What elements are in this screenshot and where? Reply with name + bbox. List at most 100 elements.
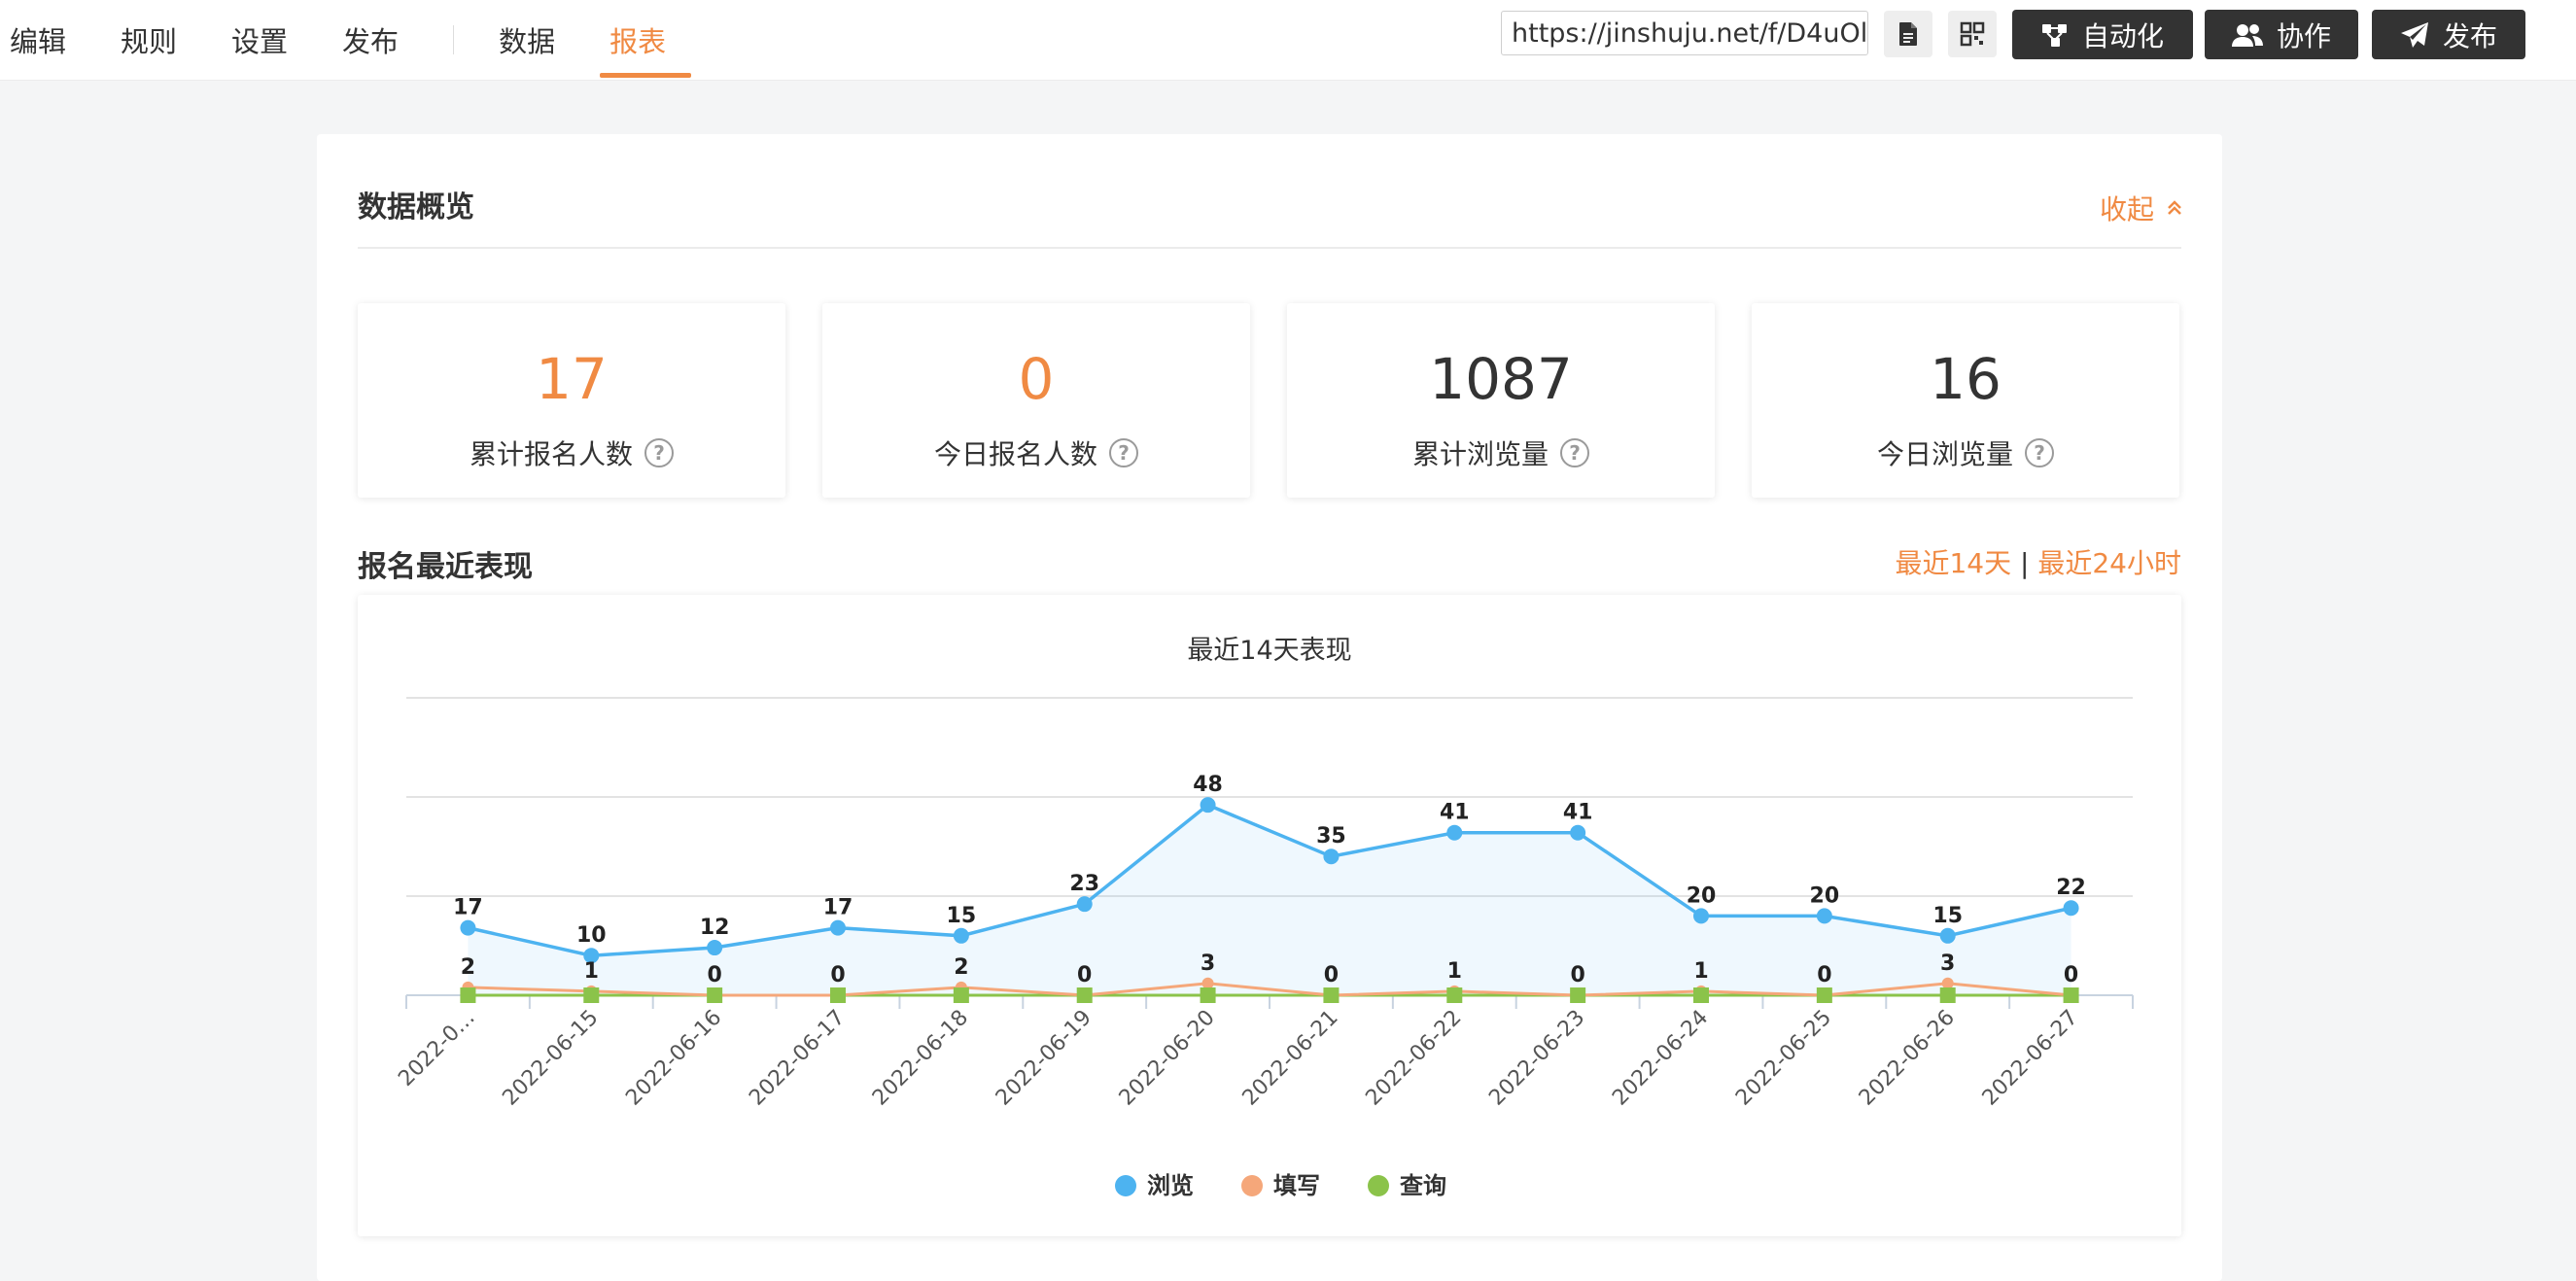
x-tick-label: 2022-06-16 [621, 1006, 726, 1111]
data-point [1200, 797, 1216, 814]
data-label: 2 [954, 955, 968, 980]
legend-marker [1368, 1175, 1389, 1196]
help-icon[interactable]: ? [1109, 438, 1138, 467]
automation-icon [2041, 23, 2067, 47]
data-label: 35 [1316, 824, 1346, 848]
data-point [1816, 987, 1832, 1003]
data-label: 3 [1940, 952, 1955, 976]
tab-settings[interactable]: 设置 [231, 25, 289, 58]
data-point [1570, 987, 1586, 1003]
data-point [583, 987, 600, 1003]
help-icon[interactable]: ? [644, 438, 674, 467]
data-label: 41 [1563, 801, 1593, 825]
stat-label: 累计浏览量 [1411, 438, 1549, 470]
data-point [1693, 908, 1709, 924]
recent-title: 报名最近表现 [358, 550, 533, 584]
copy-link-button[interactable] [1884, 11, 1932, 57]
form-url-field[interactable]: https://jinshuju.net/f/D4uOlt [1501, 11, 1868, 55]
data-point [1323, 848, 1340, 865]
data-point [707, 987, 723, 1003]
chart-container: 最近14天表现 2022-0… 2022-06-15 2022-06-16 2022-0… [358, 595, 2181, 1236]
data-label: 48 [1193, 773, 1223, 797]
document-icon [1899, 22, 1917, 46]
tab-data[interactable]: 数据 [499, 25, 556, 58]
stat-value: 0 [1018, 346, 1055, 412]
publish-label: 发布 [2442, 19, 2497, 52]
data-point [1941, 977, 1954, 989]
data-point [2063, 987, 2079, 1003]
legend-marker [1241, 1175, 1263, 1196]
data-label: 1 [1693, 959, 1708, 984]
legend-marker [1115, 1175, 1136, 1196]
range-14-days-link[interactable]: 最近14天 [1895, 547, 2012, 579]
collaborate-button[interactable]: 协作 [2205, 10, 2358, 59]
data-point [830, 987, 846, 1003]
stat-label: 今日浏览量 [1876, 438, 2013, 470]
tab-report[interactable]: 报表 [600, 0, 692, 80]
x-tick-label: 2022-06-15 [498, 1006, 603, 1111]
stat-today-views: 16 今日浏览量 ? [1752, 303, 2179, 498]
data-label: 0 [830, 963, 845, 987]
stat-label-row: 今日报名人数 ? [822, 433, 1250, 472]
automation-button[interactable]: 自动化 [2012, 10, 2193, 59]
series-line-0 [468, 803, 2071, 957]
data-point [1939, 987, 1956, 1003]
range-separator: | [2020, 547, 2030, 579]
data-label: 1 [584, 959, 599, 984]
data-label: 0 [1817, 963, 1831, 987]
series-line-1 [468, 982, 2071, 997]
x-tick-label: 2022-06-17 [745, 1006, 850, 1111]
automation-label: 自动化 [2081, 19, 2164, 52]
collapse-label: 收起 [2099, 193, 2154, 225]
range-24-hours-link[interactable]: 最近24小时 [2037, 547, 2181, 579]
data-label: 20 [1810, 883, 1840, 908]
stat-label-row: 累计浏览量 ? [1287, 433, 1715, 472]
help-icon[interactable]: ? [1560, 438, 1589, 467]
tab-edit[interactable]: 编辑 [10, 25, 67, 58]
data-label: 23 [1069, 872, 1099, 896]
data-label: 15 [947, 904, 977, 928]
x-tick-label: 2022-06-23 [1484, 1006, 1589, 1111]
data-point [953, 927, 969, 944]
legend-label: 浏览 [1147, 1172, 1194, 1199]
legend-label: 填写 [1273, 1172, 1320, 1199]
collapse-button[interactable]: 收起 [2100, 189, 2183, 227]
data-label: 22 [2056, 876, 2086, 900]
users-icon [2231, 23, 2263, 47]
data-label: 17 [453, 896, 483, 920]
send-icon [2400, 21, 2428, 48]
data-label: 10 [576, 923, 607, 948]
x-tick-label: 2022-06-21 [1238, 1006, 1343, 1111]
data-point [1939, 927, 1956, 944]
report-card: 数据概览 收起 17 累计报名人数 ? 0 今日报名人数 ? 1087 累计浏览… [317, 134, 2222, 1281]
tab-publish[interactable]: 发布 [342, 25, 400, 58]
nav-tabs: 编辑 规则 设置 发布 数据 报表 [0, 0, 711, 80]
data-label: 0 [1570, 963, 1584, 987]
data-point [1201, 977, 1214, 989]
x-tick-label: 2022-06-20 [1115, 1006, 1220, 1111]
x-tick-label: 2022-06-26 [1855, 1006, 1960, 1111]
x-tick-label: 2022-06-19 [992, 1006, 1097, 1111]
data-label: 41 [1440, 801, 1470, 825]
tab-rules[interactable]: 规则 [121, 25, 178, 58]
data-point [2063, 900, 2079, 917]
data-point [460, 987, 476, 1003]
chart-title: 最近14天表现 [1187, 636, 1351, 666]
x-tick-label: 2022-06-27 [1978, 1006, 2083, 1111]
data-point [460, 919, 476, 936]
data-label: 3 [1201, 952, 1215, 976]
data-point [1200, 987, 1216, 1003]
data-label: 0 [1324, 963, 1339, 987]
qr-code-button[interactable] [1948, 11, 1997, 57]
qr-code-icon [1960, 21, 1985, 47]
data-point [707, 940, 723, 956]
data-point [1323, 987, 1340, 1003]
chevron-double-up-icon [2168, 200, 2181, 215]
stat-label-row: 今日浏览量 ? [1752, 433, 2179, 472]
help-icon[interactable]: ? [2025, 438, 2054, 467]
x-tick-label: 2022-0… [394, 1006, 479, 1091]
publish-button[interactable]: 发布 [2372, 10, 2525, 59]
data-label: 2 [461, 955, 475, 980]
x-tick-label: 2022-06-24 [1608, 1006, 1713, 1111]
